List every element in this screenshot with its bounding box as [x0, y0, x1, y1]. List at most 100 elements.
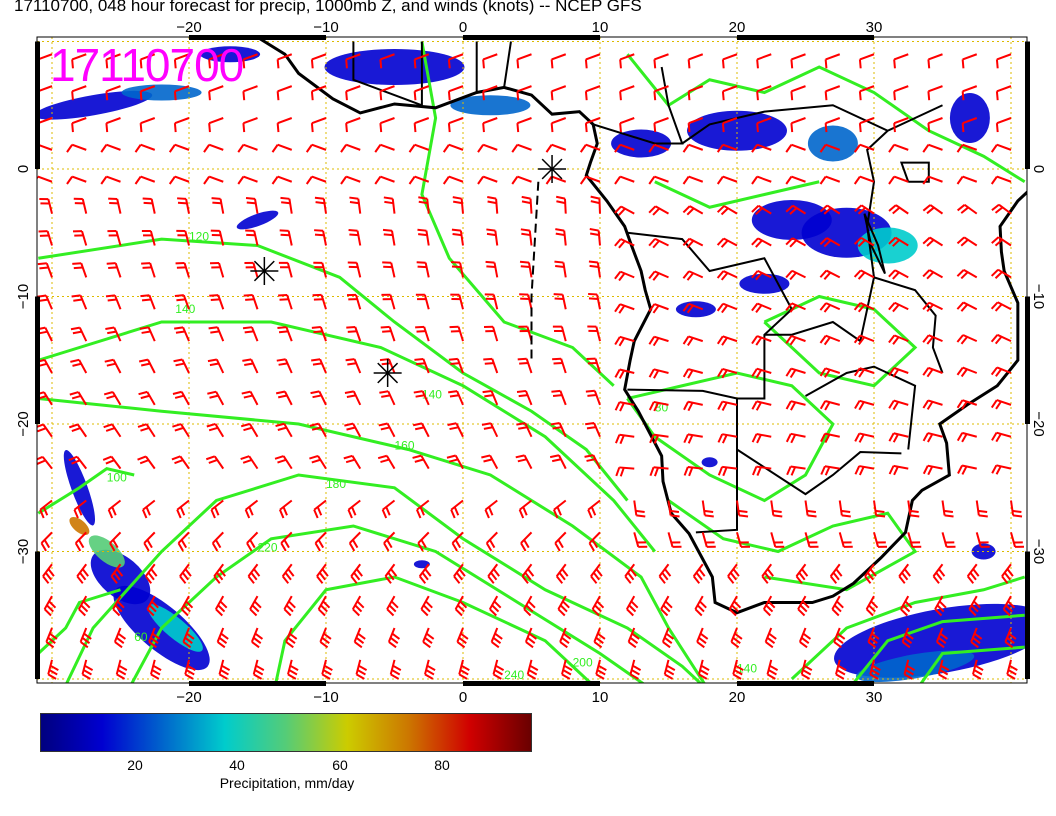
barb-staff: [688, 117, 704, 125]
wind-barb: [716, 143, 738, 153]
wind-barb: [591, 595, 605, 617]
barb-staff: [213, 563, 225, 577]
barb-flag: [648, 176, 656, 185]
barb-flag: [280, 196, 290, 200]
barb-staff: [42, 563, 53, 577]
barb-flag: [790, 466, 797, 476]
barb-staff: [585, 175, 601, 183]
barb-flag: [244, 362, 254, 366]
barb-flag: [853, 334, 861, 344]
barb-flag: [961, 59, 965, 69]
barb-staff: [688, 237, 704, 247]
wind-barb: [820, 432, 840, 444]
wind-barb: [956, 301, 978, 312]
barb-flag: [39, 266, 49, 270]
barb-flag: [69, 391, 79, 396]
wind-barb: [854, 204, 875, 215]
barb-flag: [906, 664, 916, 671]
barb-flag: [990, 334, 999, 343]
contour-label: 140: [175, 302, 195, 316]
barb-flag: [550, 91, 554, 101]
country-border: [681, 104, 889, 145]
wind-barb: [956, 366, 978, 378]
wind-barb: [786, 465, 806, 476]
wind-barb: [38, 230, 53, 246]
barb-flag: [960, 239, 969, 247]
barb-flag: [772, 509, 782, 513]
barb-staff: [688, 53, 704, 61]
barb-flag: [37, 455, 44, 461]
barb-flag: [720, 207, 729, 216]
barb-staff: [112, 595, 122, 610]
wind-barb: [586, 357, 601, 374]
barb-flag: [309, 454, 319, 460]
barb-staff: [701, 500, 706, 516]
barb-flag: [615, 434, 621, 444]
wind-barb: [68, 455, 88, 470]
wind-barb: [73, 499, 87, 519]
barb-staff: [963, 268, 978, 279]
barb-flag: [688, 467, 694, 477]
barb-flag: [74, 542, 82, 552]
barb-flag: [653, 59, 657, 69]
barb-flag: [485, 260, 495, 264]
storm-marker-icon: [373, 359, 402, 387]
lon-tick-label: 30: [866, 689, 883, 706]
barb-staff: [997, 236, 1012, 247]
barb-flag: [450, 362, 460, 365]
wind-barb: [203, 143, 224, 153]
barb-flag: [219, 673, 228, 680]
barb-flag: [550, 123, 554, 133]
barb-flag: [424, 568, 432, 577]
barb-flag: [698, 673, 708, 680]
barb-staff: [654, 303, 669, 311]
barb-flag: [447, 422, 457, 427]
wind-barb: [413, 117, 430, 133]
barb-flag: [767, 600, 776, 609]
barb-flag: [619, 91, 622, 101]
wind-barb: [484, 499, 498, 519]
barb-staff: [722, 367, 738, 374]
precip-area: [739, 273, 790, 294]
barb-staff: [1002, 595, 1012, 610]
barb-staff: [756, 433, 772, 438]
barb-staff: [146, 391, 156, 406]
barb-flag: [349, 233, 359, 237]
barb-staff: [318, 390, 327, 406]
barb-flag: [629, 568, 637, 577]
wind-barb: [991, 236, 1012, 247]
barb-flag: [590, 232, 600, 237]
wind-barb: [211, 531, 224, 552]
barb-staff: [208, 53, 224, 61]
barb-flag: [47, 636, 56, 644]
barb-flag: [185, 669, 195, 676]
barb-staff: [71, 85, 87, 93]
barb-flag: [692, 575, 701, 584]
barb-staff: [825, 53, 841, 61]
wind-barb: [105, 117, 121, 133]
wind-barb: [619, 117, 635, 133]
barb-flag: [528, 632, 538, 640]
barb-staff: [149, 230, 156, 246]
barb-staff: [791, 143, 806, 151]
barb-flag: [960, 368, 968, 378]
barb-flag: [344, 422, 354, 427]
barb-flag: [208, 326, 218, 330]
barb-staff: [213, 455, 225, 470]
barb-flag: [148, 641, 157, 649]
barb-flag: [117, 632, 127, 640]
barb-flag: [653, 91, 657, 101]
wind-barb: [584, 85, 601, 101]
wind-barb: [413, 53, 430, 69]
barb-staff: [311, 117, 327, 125]
wind-barb: [485, 531, 498, 552]
barb-flag: [174, 394, 185, 399]
wind-barb: [305, 143, 327, 153]
barb-flag: [151, 632, 161, 640]
barb-staff: [180, 423, 190, 438]
barb-flag: [554, 542, 561, 552]
barb-flag: [220, 669, 229, 676]
barb-flag: [761, 575, 769, 584]
barb-flag: [961, 465, 968, 475]
barb-flag: [185, 600, 194, 609]
